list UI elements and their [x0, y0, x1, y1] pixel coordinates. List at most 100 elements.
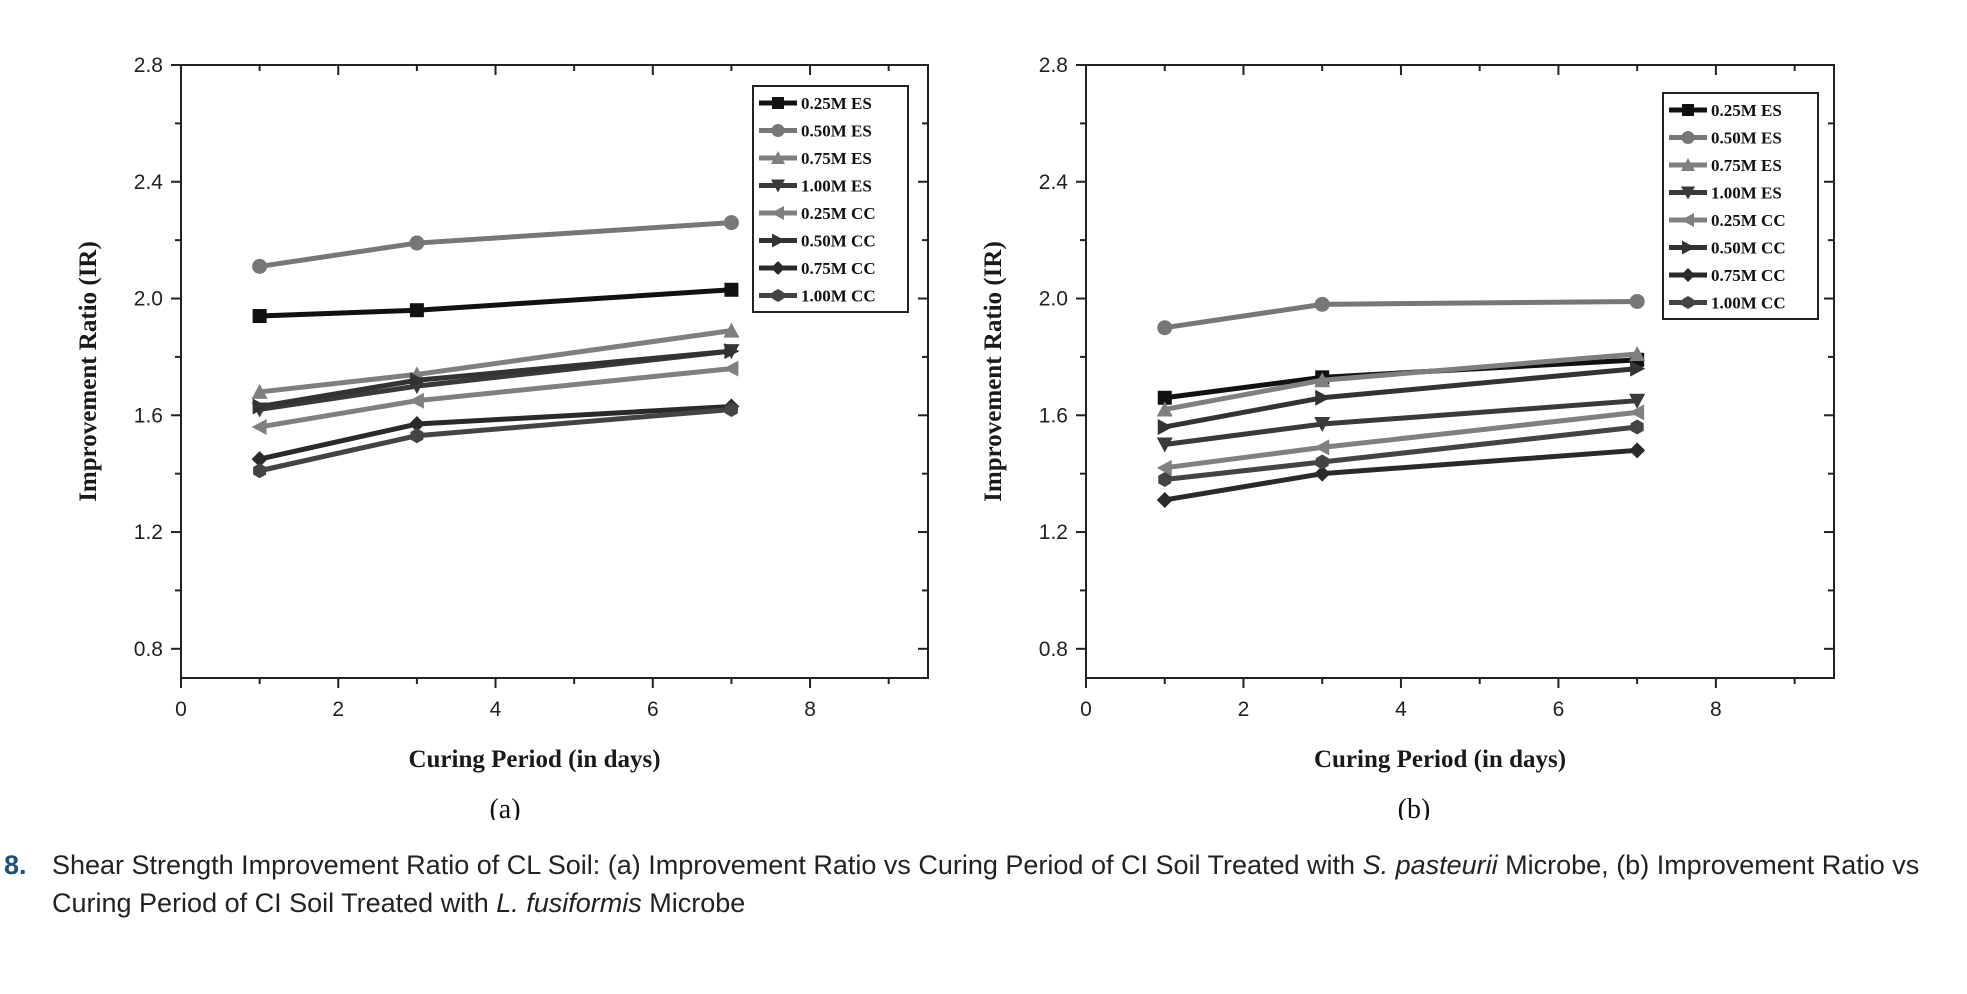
data-point [409, 303, 424, 318]
data-point [723, 322, 740, 338]
plot-frame [180, 64, 929, 679]
y-tick-label: 2.0 [134, 288, 163, 311]
y-tick-label: 2.8 [1039, 54, 1068, 77]
y-tick-label: 2.0 [1039, 288, 1068, 311]
data-point [1156, 401, 1173, 417]
legend-entry: 0.50M CC [801, 232, 876, 251]
data-point [251, 451, 268, 468]
data-point [1158, 472, 1172, 488]
legend-entry: 0.25M ES [1711, 101, 1782, 120]
legend-marker [771, 206, 784, 220]
legend-marker [772, 289, 784, 302]
figure: 0 2 4 6 8 0.8 1.2 1.6 2.0 2.4 2.8 Curing Period (in… [75, 54, 1835, 820]
series-line [259, 287, 732, 319]
legend-marker [1682, 104, 1694, 116]
x-tick-label: 2 [332, 698, 344, 721]
x-tick-label: 8 [1710, 698, 1722, 721]
panel-label: (b) [1398, 794, 1431, 820]
data-point [1629, 442, 1646, 459]
data-point [1629, 393, 1646, 409]
legend-marker [771, 151, 785, 164]
data-point [1156, 437, 1173, 453]
data-point [409, 235, 425, 251]
data-point [1157, 320, 1173, 336]
legend-marker [772, 233, 785, 248]
y-axis-label: Improvement Ratio (IR) [75, 241, 102, 502]
data-point [409, 372, 425, 389]
data-point [1314, 439, 1330, 456]
legend-entry: 0.75M CC [801, 259, 876, 278]
data-point [1314, 417, 1331, 433]
figure-number: 8. [4, 850, 27, 880]
panel-label: (a) [489, 794, 520, 820]
y-tick-label: 0.8 [1039, 638, 1068, 661]
legend-entry: 0.50M CC [1711, 239, 1786, 258]
x-tick-label: 6 [1553, 698, 1565, 721]
data-point [1156, 491, 1173, 508]
legend-entry: 1.00M CC [801, 287, 876, 306]
x-tick-label: 0 [175, 698, 187, 721]
series-1-00m-cc [1158, 419, 1644, 488]
legend-marker [1682, 296, 1694, 309]
data-point [1314, 296, 1330, 312]
series-1-00m-es [1156, 393, 1646, 453]
series-line [1164, 351, 1638, 412]
legend-entry: 0.50M ES [1711, 129, 1782, 148]
y-tick-label: 0.8 [134, 638, 163, 661]
legend-marker [1682, 240, 1695, 255]
legend-entry: 0.25M CC [1711, 211, 1786, 230]
figure-caption: 8. Shear Strength Improvement Ratio of C… [0, 846, 1960, 922]
series-0-50m-cc [1157, 360, 1646, 435]
y-axis-label: Improvement Ratio (IR) [980, 241, 1007, 502]
x-tick-label: 8 [804, 698, 816, 721]
x-tick-label: 6 [647, 698, 659, 721]
y-tick-label: 2.8 [134, 54, 163, 77]
legend: 0.25M ES 0.50M ES 0.75M ES 1.00M ES 0.25M CC… [1662, 92, 1819, 320]
x-tick-label: 4 [490, 698, 502, 721]
legend-box [1662, 92, 1819, 320]
legend-marker [1681, 268, 1695, 282]
x-tick-label: 2 [1238, 698, 1250, 721]
data-point [723, 360, 739, 377]
species-b: L. fusiformis [496, 888, 642, 918]
series-0-75m-cc [1156, 442, 1646, 508]
data-point [408, 416, 425, 433]
series-1-00m-cc [253, 401, 738, 479]
data-point [1630, 360, 1646, 377]
series-0-75m-es [1156, 345, 1646, 417]
legend-entry: 1.00M ES [801, 177, 872, 196]
x-tick-label: 0 [1080, 698, 1092, 721]
data-point [1157, 418, 1173, 435]
legend-marker [771, 261, 785, 275]
legend-entry: 0.50M ES [801, 122, 872, 141]
legend-marker [1681, 213, 1694, 227]
plot-frame [1085, 64, 1835, 679]
data-point [251, 383, 268, 399]
data-point [724, 401, 738, 417]
data-point [1629, 345, 1646, 361]
legend-entry: 1.00M CC [1711, 294, 1786, 313]
data-point [252, 258, 268, 274]
series-line [1164, 298, 1638, 331]
legend-entry: 0.75M ES [1711, 156, 1782, 175]
data-point [1629, 404, 1645, 421]
data-point [253, 463, 267, 479]
y-tick-label: 2.4 [134, 171, 164, 194]
data-point [410, 428, 424, 444]
data-point [1315, 454, 1329, 470]
data-point [1314, 372, 1331, 388]
legend-entry: 0.75M ES [801, 149, 872, 168]
data-point [252, 398, 268, 415]
x-axis-label: Curing Period (in days) [1314, 746, 1566, 773]
data-point [408, 392, 424, 409]
data-point [1629, 293, 1645, 309]
data-point [724, 343, 740, 360]
data-point [1314, 465, 1331, 482]
data-point [723, 215, 739, 231]
y-tick-label: 1.2 [134, 521, 163, 544]
legend-entry: 0.25M ES [801, 94, 872, 113]
y-tick-label: 1.2 [1039, 521, 1068, 544]
y-tick-label: 1.6 [134, 404, 163, 427]
legend-entry: 1.00M ES [1711, 184, 1782, 203]
legend-marker [1681, 131, 1695, 144]
